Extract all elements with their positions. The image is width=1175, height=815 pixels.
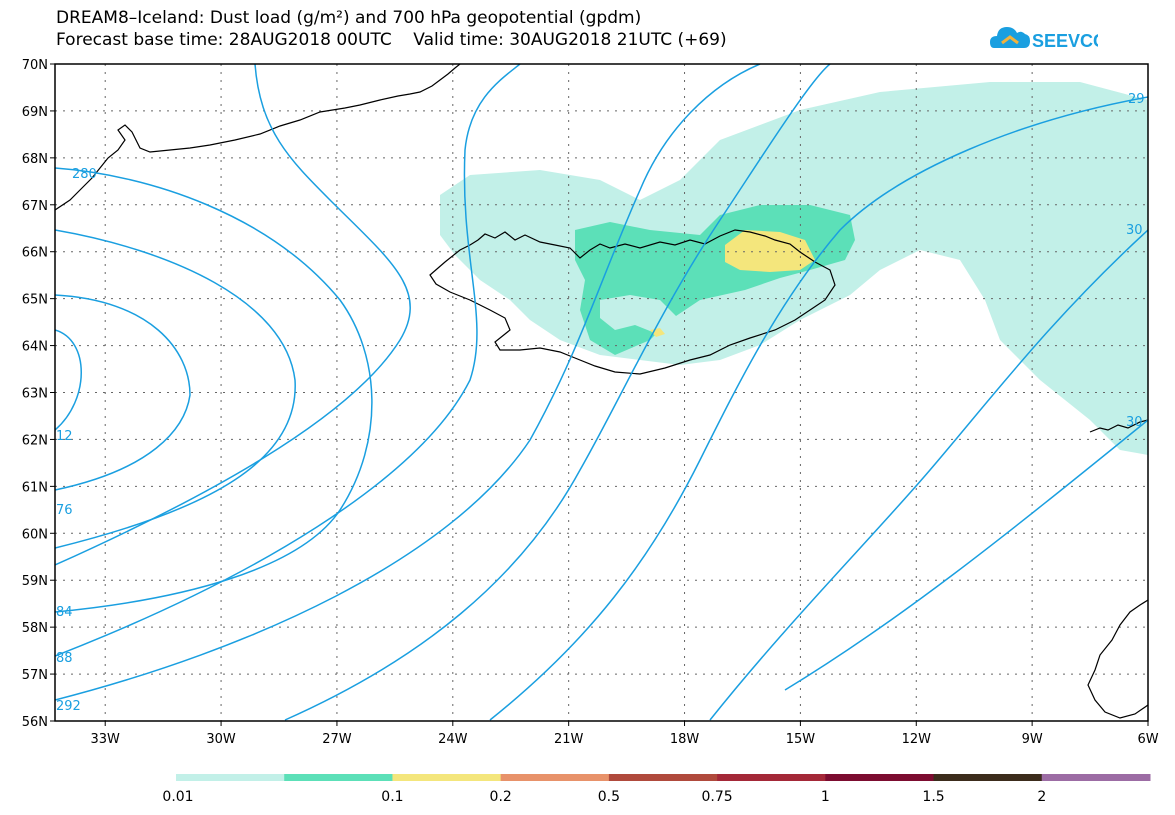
seevccc-logo: SEEVCCC bbox=[988, 18, 1119, 62]
faroe-coastline bbox=[1089, 419, 1148, 433]
lon-label: 15W bbox=[786, 732, 816, 747]
contour-label: 30 bbox=[1126, 415, 1143, 430]
contour-w-2 bbox=[55, 64, 521, 657]
contour-mid-1 bbox=[284, 64, 831, 721]
lon-label: 33W bbox=[91, 732, 121, 747]
contour-inner-3 bbox=[55, 329, 82, 431]
map-title: DREAM8–Iceland: Dust load (g/m²) and 700… bbox=[56, 8, 642, 28]
lat-label: 63N bbox=[22, 387, 48, 402]
lon-label: 18W bbox=[670, 732, 700, 747]
dust-area-02 bbox=[725, 230, 815, 272]
map-plot-area: 280 12 76 84 88 292 29 30 30 bbox=[55, 64, 1148, 721]
coastlines bbox=[55, 64, 1148, 719]
contour-label: 76 bbox=[56, 503, 73, 518]
lat-label: 69N bbox=[22, 105, 48, 120]
geopotential-contours bbox=[55, 64, 1148, 721]
lon-label: 27W bbox=[322, 732, 352, 747]
contour-label: 12 bbox=[56, 429, 73, 444]
longitude-labels: 33W 30W 27W 24W 21W 18W 15W 12W 9W 6W bbox=[91, 721, 1159, 747]
contour-label: 30 bbox=[1126, 223, 1143, 238]
lon-label: 21W bbox=[554, 732, 584, 747]
lon-label: 24W bbox=[438, 732, 468, 747]
lon-label: 9W bbox=[1022, 732, 1043, 747]
lon-label: 30W bbox=[206, 732, 236, 747]
contour-label: 292 bbox=[56, 699, 81, 714]
contour-e-1 bbox=[709, 229, 1148, 721]
lat-label: 61N bbox=[22, 480, 48, 495]
contour-w-3 bbox=[55, 64, 761, 701]
contour-inner-2 bbox=[55, 294, 191, 491]
scotland-coastline bbox=[1087, 599, 1148, 719]
contour-e-2 bbox=[784, 419, 1148, 691]
lat-label: 67N bbox=[22, 199, 48, 214]
greenland-coastline bbox=[55, 64, 461, 211]
lon-label: 6W bbox=[1137, 732, 1158, 747]
map-grid bbox=[55, 64, 1148, 721]
iceland-coastline bbox=[429, 229, 836, 375]
lat-label: 56N bbox=[22, 715, 48, 730]
lat-label: 70N bbox=[22, 58, 48, 73]
lat-label: 59N bbox=[22, 574, 48, 589]
contour-mid-2 bbox=[489, 96, 1148, 721]
lat-label: 68N bbox=[22, 152, 48, 167]
map-subtitle: Forecast base time: 28AUG2018 00UTC Vali… bbox=[56, 30, 727, 50]
logo-text: SEEVCCC bbox=[1032, 31, 1098, 51]
lat-label: 58N bbox=[22, 621, 48, 636]
contour-label: 29 bbox=[1128, 92, 1145, 107]
lat-label: 57N bbox=[22, 668, 48, 683]
lat-label: 60N bbox=[22, 527, 48, 542]
cloud-icon: SEEVCCC bbox=[990, 27, 1119, 51]
lat-label: 62N bbox=[22, 433, 48, 448]
latitude-labels: 56N 57N 58N 59N 60N 61N 62N 63N 64N 65N 66N 67N 68N 6… bbox=[22, 58, 55, 730]
contour-label: 88 bbox=[56, 651, 73, 666]
contour-labels: 280 12 76 84 88 292 29 30 30 bbox=[56, 92, 1145, 714]
dust-area-hole bbox=[600, 295, 680, 335]
contour-label: 84 bbox=[56, 605, 73, 620]
contour-w-1 bbox=[55, 64, 411, 566]
contour-label: 280 bbox=[72, 167, 97, 182]
contour-280 bbox=[55, 167, 373, 613]
lat-label: 64N bbox=[22, 340, 48, 355]
lat-label: 65N bbox=[22, 293, 48, 308]
contour-inner-1 bbox=[55, 229, 296, 549]
lon-label: 12W bbox=[902, 732, 932, 747]
lat-label: 66N bbox=[22, 246, 48, 261]
